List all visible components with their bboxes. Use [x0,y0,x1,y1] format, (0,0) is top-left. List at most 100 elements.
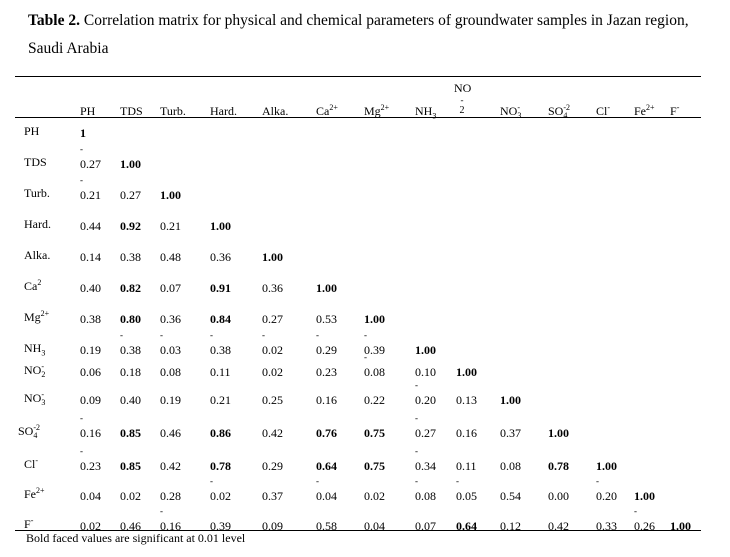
matrix-cell: 1.00 [500,393,521,407]
matrix-cell: 0.64 [456,519,477,533]
row-label: Alka. [24,248,51,262]
matrix-cell: 0.02 [120,489,141,503]
matrix-cell: 0.09 [80,393,101,407]
matrix-cell: 0.07 [160,281,181,295]
row-label: Hard. [24,217,51,231]
matrix-cell: 1.00 [262,250,283,264]
matrix-cell: 0.09 [262,519,283,533]
matrix-cell: 0.38 [210,343,231,357]
matrix-cell: 0.91 [210,281,231,295]
matrix-cell: 0.54 [500,489,521,503]
matrix-cell: 0.11 [456,459,477,473]
row-label: SO -2 4 [18,423,41,441]
matrix-cell: 0.13 [456,393,477,407]
matrix-cell: 0.75 [364,426,385,440]
matrix-cell: 0.37 [262,489,283,503]
column-header: Fe2+ [634,103,655,119]
minus-sign: - [415,476,418,486]
matrix-cell: 0.78 [210,459,231,473]
table-footnote: Bold faced values are significant at 0.0… [26,531,246,545]
matrix-cell: 0.53 [316,312,337,326]
row-label: Mg2+ [24,309,50,325]
matrix-cell: 0.14 [80,250,101,264]
matrix-cell: 0.19 [160,393,181,407]
matrix-cell: 0.18 [120,365,141,379]
matrix-cell: 0.07 [415,519,436,533]
column-header: Ca2+ [316,103,338,119]
minus-sign: - [160,330,163,340]
matrix-cell: 0.36 [262,281,283,295]
minus-sign: - [262,330,265,340]
table-top-rule [15,76,701,77]
matrix-cell: 0.19 [80,343,101,357]
minus-sign: - [210,330,213,340]
matrix-cell: 0.16 [316,393,337,407]
matrix-cell: 0.28 [160,489,181,503]
matrix-cell: 1.00 [415,343,436,357]
minus-sign: - [160,506,163,516]
matrix-cell: 1.00 [120,157,141,171]
matrix-cell: 1.00 [634,489,655,503]
minus-sign: - [80,144,83,154]
column-header: NO -2 [454,81,472,116]
matrix-cell: 0.92 [120,219,141,233]
matrix-cell: 0.78 [548,459,569,473]
matrix-cell: 0.48 [160,250,181,264]
column-header: Mg2+ [364,103,390,119]
matrix-cell: 0.38 [120,250,141,264]
matrix-cell: 0.80 [120,312,141,326]
row-label: F- [24,516,34,532]
matrix-cell: 0.23 [80,459,101,473]
matrix-cell: 1.00 [210,219,231,233]
matrix-cell: 0.12 [500,519,521,533]
matrix-cell: 0.27 [120,188,141,202]
matrix-cell: 0.85 [120,459,141,473]
matrix-cell: 0.76 [316,426,337,440]
matrix-cell: 0.08 [160,365,181,379]
matrix-cell: 0.39 [364,343,385,357]
minus-sign: - [415,446,418,456]
column-header: TDS [120,104,143,118]
minus-sign: - [364,352,367,362]
table-bottom-rule [15,530,701,531]
matrix-cell: 0.64 [316,459,337,473]
matrix-cell: 0.38 [120,343,141,357]
matrix-cell: 0.40 [120,393,141,407]
matrix-cell: 1 [80,126,86,140]
matrix-cell: 0.86 [210,426,231,440]
column-header: Cl- [596,103,611,119]
matrix-cell: 0.40 [80,281,101,295]
matrix-cell: 0.29 [262,459,283,473]
matrix-cell: 0.16 [160,519,181,533]
matrix-cell: 0.04 [364,519,385,533]
matrix-cell: 0.21 [80,188,101,202]
matrix-cell: 0.82 [120,281,141,295]
matrix-cell: 0.20 [596,489,617,503]
column-header: NH3 [415,104,437,121]
row-label: NO -2 [24,362,46,380]
minus-sign: - [316,330,319,340]
matrix-cell: 0.04 [316,489,337,503]
matrix-cell: 0.34 [415,459,436,473]
matrix-cell: 0.02 [80,519,101,533]
matrix-cell: 0.38 [80,312,101,326]
matrix-cell: 0.42 [548,519,569,533]
matrix-cell: 0.08 [364,365,385,379]
matrix-cell: 0.26 [634,519,655,533]
matrix-cell: 0.21 [160,219,181,233]
minus-sign: - [596,476,599,486]
matrix-cell: 1.00 [316,281,337,295]
matrix-cell: 0.03 [160,343,181,357]
matrix-cell: 0.02 [210,489,231,503]
matrix-cell: 1.00 [364,312,385,326]
minus-sign: - [80,413,83,423]
minus-sign: - [456,476,459,486]
matrix-cell: 0.29 [316,343,337,357]
minus-sign: - [415,413,418,423]
row-label: NH3 [24,341,46,358]
matrix-cell: 1.00 [670,519,691,533]
matrix-cell: 0.85 [120,426,141,440]
matrix-cell: 0.58 [316,519,337,533]
matrix-cell: 0.42 [160,459,181,473]
matrix-cell: 0.08 [500,459,521,473]
